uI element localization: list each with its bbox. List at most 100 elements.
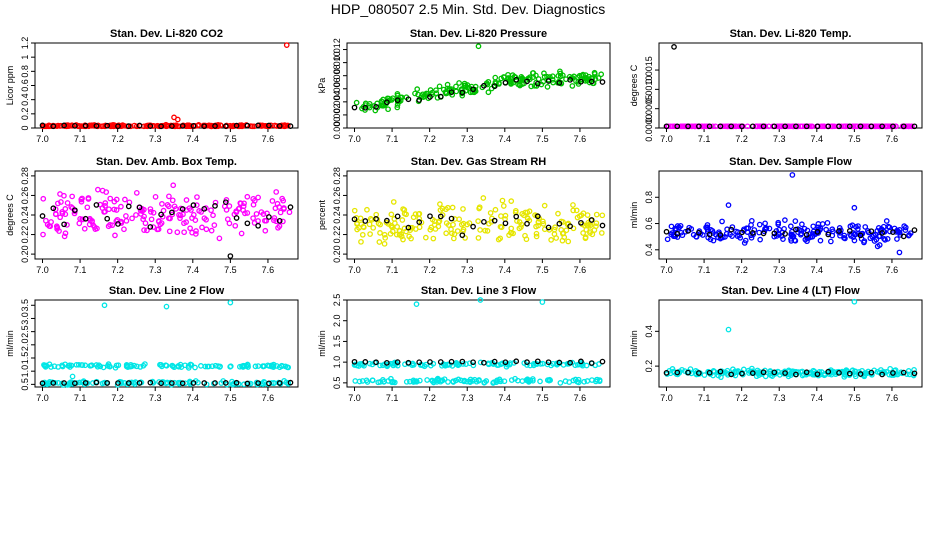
sample-point [192,217,199,224]
hourly-point [782,370,788,376]
y-tick-label: 0 [20,125,30,130]
sample-point [185,363,192,369]
y-tick-label: 0.000 [332,117,342,140]
sample-point [277,209,284,216]
chart-panel-9: Stan. Dev. Line 4 (LT) Flow ml/min 7.0 7.1 7… [629,285,923,403]
sample-point [456,80,462,86]
sample-point [541,73,548,80]
sample-point [810,223,817,230]
sample-point [477,359,484,366]
sample-point [382,235,389,241]
sample-point [285,379,292,386]
sample-point [527,362,533,369]
sample-point [453,83,459,90]
plot-frame [346,299,611,388]
sample-point [798,227,805,234]
sample-point [883,218,890,224]
sample-point [78,196,85,203]
sample-point [375,220,382,227]
sample-point [885,223,892,230]
sample-point [744,229,751,235]
sample-point [205,363,212,370]
hourly-point [416,219,423,225]
x-tick-label: 7.6 [886,265,899,275]
hourly-point [427,213,433,220]
hourly-point [567,359,573,366]
sample-point [352,361,359,368]
hourly-point [803,369,810,376]
sample-point [498,213,504,219]
sample-point [422,234,429,241]
x-tick-label: 7.3 [149,393,162,403]
hourly-point [588,360,595,366]
hourly-point [717,232,724,238]
chart-title: Stan. Dev. Li-820 Temp. [730,28,852,40]
hourly-point [578,219,584,226]
hourly-point [190,380,197,386]
sample-point [84,204,91,211]
sample-point [849,367,856,374]
sample-point [102,208,108,215]
y-tick-label: 0.20 [20,245,30,263]
hourly-point [169,380,175,386]
hourly-point [599,222,606,229]
hourly-point [61,380,67,386]
hourly-point [190,202,197,208]
plot-frame [34,42,299,129]
sample-point [557,380,564,386]
hourly-point [362,359,369,365]
sample-point [269,198,276,204]
hourly-point [351,358,358,365]
sample-point [508,229,515,236]
hourly-point [868,228,875,235]
sample-point [286,209,293,216]
outlier-point [896,249,903,256]
hourly-point [717,368,724,375]
hourly-point [696,370,702,376]
y-tick-label: 2.0 [332,314,342,327]
sample-point [46,380,53,387]
y-tick-label: 3.5 [20,299,30,312]
sample-point [123,213,129,219]
y-tick-label: 0.20 [332,245,342,263]
sample-point [394,104,401,111]
chart-panel-4: Stan. Dev. Amb. Box Temp. degrees C 7.0 7.1… [5,156,299,275]
hourly-point [696,123,702,130]
sample-point [549,73,556,80]
hourly-point [728,371,735,378]
outlier-point [413,301,420,307]
hourly-point [147,123,154,129]
hourly-point [244,380,251,387]
x-tick-label: 7.5 [224,134,237,144]
chart-panel-3: Stan. Dev. Li-820 Temp. degrees C 7.0 7.1 7.… [629,28,923,144]
sample-point [804,238,810,245]
x-tick-label: 7.1 [386,393,399,403]
sample-point [141,227,147,233]
hourly-point [793,123,799,130]
sample-point [801,123,808,130]
sample-point [198,363,204,369]
sample-point [62,211,69,218]
sample-point [414,86,421,92]
sample-point [128,363,135,370]
x-tick-label: 7.2 [735,393,748,403]
sample-point [358,238,364,245]
sample-point [167,215,173,222]
outlier-point [101,302,108,309]
sample-point [262,227,269,234]
sample-point [477,227,483,233]
sample-point [413,378,419,385]
sample-point [824,219,831,226]
hourly-point [169,123,175,129]
hourly-point [190,123,197,129]
outlier-point [725,326,732,333]
sample-point [401,207,408,213]
sample-point [244,193,251,200]
hourly-point [82,380,89,386]
hourly-point [362,104,369,111]
hourly-point [93,379,100,386]
hourly-point [266,122,272,129]
sample-point [501,378,508,385]
x-tick-label: 7.0 [36,265,49,275]
sample-point [445,379,451,385]
